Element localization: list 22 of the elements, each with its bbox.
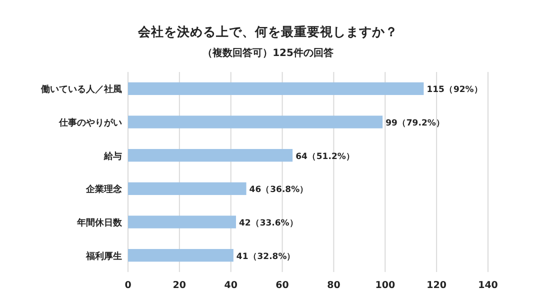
data-label: 115（92%） [426, 85, 483, 96]
x-tick-label: 0 [124, 280, 132, 291]
x-tick-label: 100 [375, 280, 396, 291]
data-label: 64（51.2%） [296, 152, 355, 162]
y-tick-label: 企業理念 [85, 184, 123, 196]
x-tick-label: 60 [276, 280, 290, 291]
y-tick-label: 働いている人／社風 [40, 84, 122, 96]
data-label: 99（79.2%） [386, 118, 445, 128]
x-tick-label: 20 [172, 280, 186, 291]
data-label: 41（32.8%） [236, 252, 296, 262]
x-tick-label: 120 [426, 280, 447, 291]
x-tick-label: 80 [327, 280, 341, 291]
data-label: 46（36.8%） [249, 185, 309, 196]
y-tick-label: 仕事のやりがい [58, 118, 122, 128]
data-label: 42（33.6%） [239, 218, 298, 228]
y-tick-label: 年間休日数 [76, 218, 123, 228]
x-tick-label: 140 [478, 280, 498, 291]
y-tick-label: 福利厚生 [85, 250, 122, 262]
y-tick-label: 給与 [103, 150, 122, 162]
chart-subtitle: （複数回答可）125件の回答 [202, 47, 334, 59]
x-tick-label: 40 [224, 280, 238, 291]
chart-title: 会社を決める上で、何を最重要視しますか？ [137, 24, 398, 39]
